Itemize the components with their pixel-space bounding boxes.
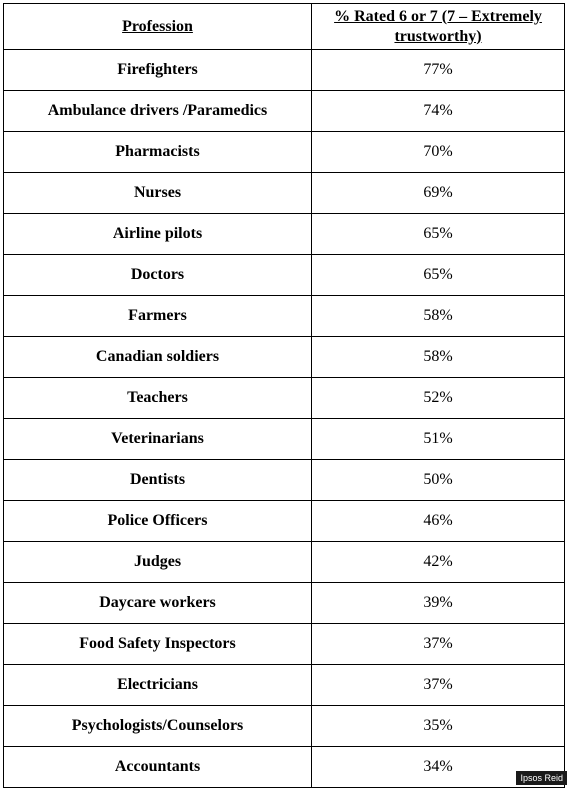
table-row: Veterinarians 51% <box>3 418 565 460</box>
table-row: Ambulance drivers /Paramedics 74% <box>3 90 565 132</box>
table-row: Canadian soldiers 58% <box>3 336 565 378</box>
table-row: Pharmacists 70% <box>3 131 565 173</box>
table-row: Firefighters 77% <box>3 49 565 91</box>
rating-cell: 42% <box>311 541 565 583</box>
table-row: Electricians 37% <box>3 664 565 706</box>
rating-cell: 52% <box>311 377 565 419</box>
table-body: Firefighters 77% Ambulance drivers /Parame… <box>3 49 565 788</box>
profession-cell: Pharmacists <box>3 131 312 173</box>
trust-table-container: Profession % Rated 6 or 7 (7 – Extremely… <box>3 3 565 788</box>
rating-cell: 58% <box>311 295 565 337</box>
rating-cell: 58% <box>311 336 565 378</box>
rating-cell: 65% <box>311 254 565 296</box>
profession-cell: Doctors <box>3 254 312 296</box>
profession-cell: Food Safety Inspectors <box>3 623 312 665</box>
table-row: Police Officers 46% <box>3 500 565 542</box>
rating-cell: 65% <box>311 213 565 255</box>
profession-cell: Accountants <box>3 746 312 788</box>
rating-cell: 69% <box>311 172 565 214</box>
column-header-rating: % Rated 6 or 7 (7 – Extremely trustworth… <box>311 3 565 50</box>
profession-cell: Psychologists/Counselors <box>3 705 312 747</box>
trust-table: Profession % Rated 6 or 7 (7 – Extremely… <box>3 3 565 788</box>
table-row: Teachers 52% <box>3 377 565 419</box>
table-row: Judges 42% <box>3 541 565 583</box>
table-row: Accountants 34% <box>3 746 565 788</box>
rating-cell: 70% <box>311 131 565 173</box>
profession-cell: Police Officers <box>3 500 312 542</box>
rating-cell: 74% <box>311 90 565 132</box>
column-header-profession: Profession <box>3 3 312 50</box>
profession-cell: Ambulance drivers /Paramedics <box>3 90 312 132</box>
rating-cell: 46% <box>311 500 565 542</box>
rating-cell: 37% <box>311 623 565 665</box>
table-row: Psychologists/Counselors 35% <box>3 705 565 747</box>
profession-cell: Farmers <box>3 295 312 337</box>
rating-cell: 77% <box>311 49 565 91</box>
table-row: Daycare workers 39% <box>3 582 565 624</box>
rating-cell: 51% <box>311 418 565 460</box>
rating-cell: 39% <box>311 582 565 624</box>
table-row: Nurses 69% <box>3 172 565 214</box>
table-row: Airline pilots 65% <box>3 213 565 255</box>
profession-cell: Daycare workers <box>3 582 312 624</box>
table-row: Farmers 58% <box>3 295 565 337</box>
profession-cell: Electricians <box>3 664 312 706</box>
table-row: Doctors 65% <box>3 254 565 296</box>
profession-cell: Nurses <box>3 172 312 214</box>
rating-cell: 37% <box>311 664 565 706</box>
profession-cell: Teachers <box>3 377 312 419</box>
table-row: Food Safety Inspectors 37% <box>3 623 565 665</box>
ipsos-reid-watermark: Ipsos Reid <box>516 771 567 785</box>
profession-cell: Firefighters <box>3 49 312 91</box>
rating-cell: 35% <box>311 705 565 747</box>
profession-cell: Veterinarians <box>3 418 312 460</box>
profession-cell: Canadian soldiers <box>3 336 312 378</box>
table-row: Dentists 50% <box>3 459 565 501</box>
table-header-row: Profession % Rated 6 or 7 (7 – Extremely… <box>3 3 565 50</box>
profession-cell: Airline pilots <box>3 213 312 255</box>
rating-cell: 50% <box>311 459 565 501</box>
profession-cell: Judges <box>3 541 312 583</box>
profession-cell: Dentists <box>3 459 312 501</box>
